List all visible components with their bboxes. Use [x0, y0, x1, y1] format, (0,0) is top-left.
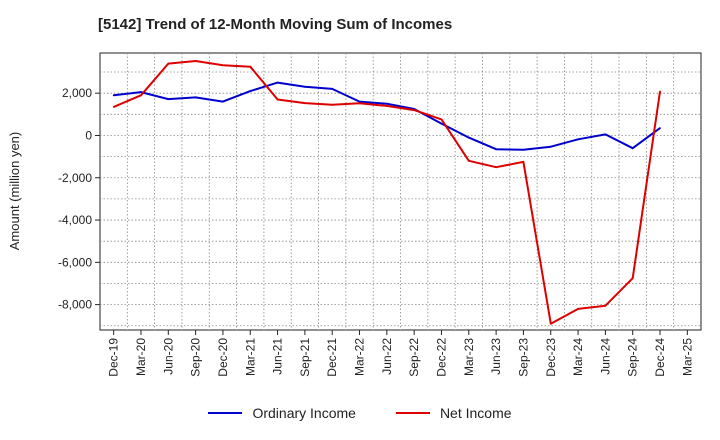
x-tick-label: Sep-21 — [298, 338, 312, 377]
data-point-ordinary-income — [194, 96, 197, 99]
data-point-ordinary-income — [467, 136, 470, 139]
data-point-ordinary-income — [495, 148, 497, 151]
legend-label-net-income: Net Income — [439, 405, 512, 421]
data-point-ordinary-income — [440, 122, 443, 125]
x-tick-label: Mar-24 — [571, 338, 585, 376]
x-tick-label: Dec-22 — [434, 338, 448, 377]
data-point-net-income — [604, 304, 607, 307]
y-axis-title: Amount (million yen) — [7, 132, 22, 251]
chart-title: [5142] Trend of 12-Month Moving Sum of I… — [98, 16, 453, 33]
legend-item-net-income: Net Income — [395, 405, 512, 421]
data-point-net-income — [167, 62, 170, 65]
data-point-ordinary-income — [304, 85, 306, 88]
data-point-net-income — [522, 161, 525, 163]
x-tick-label: Mar-22 — [353, 338, 367, 376]
x-tick-label: Sep-20 — [189, 338, 203, 377]
x-tick-label: Jun-24 — [598, 338, 612, 375]
x-tick-label: Mar-23 — [462, 338, 476, 376]
data-point-ordinary-income — [222, 100, 224, 103]
gridlines — [100, 53, 701, 330]
data-point-ordinary-income — [659, 127, 661, 129]
y-axis: 2,000 0 -2,000 -4,000 -6,000 -8,000 — [58, 86, 100, 312]
x-tick-label: Mar-20 — [134, 338, 148, 376]
data-point-net-income — [659, 90, 661, 93]
data-point-net-income — [304, 102, 306, 104]
data-point-net-income — [358, 102, 361, 105]
x-tick-label: Sep-23 — [516, 338, 530, 377]
data-point-net-income — [331, 103, 334, 106]
data-point-ordinary-income — [331, 88, 334, 90]
x-tick-label: Dec-19 — [107, 338, 121, 377]
data-point-ordinary-income — [577, 138, 579, 141]
data-point-ordinary-income — [631, 147, 634, 150]
data-point-net-income — [140, 94, 142, 97]
x-tick-label: Sep-24 — [626, 338, 640, 377]
data-point-ordinary-income — [140, 91, 142, 93]
data-point-ordinary-income — [276, 81, 279, 84]
data-point-ordinary-income — [358, 100, 361, 103]
data-point-ordinary-income — [112, 94, 115, 97]
x-tick-label: Jun-21 — [271, 338, 285, 375]
x-axis: Dec-19 Mar-20 Jun-20 Sep-20 Dec-20 Mar-21 Jun-… — [107, 330, 694, 377]
data-point-ordinary-income — [549, 145, 552, 148]
data-point-ordinary-income — [604, 133, 607, 136]
x-tick-label: Dec-21 — [325, 338, 339, 377]
data-point-net-income — [577, 308, 579, 310]
legend: Ordinary Income Net Income — [0, 405, 720, 421]
x-tick-label: Dec-23 — [544, 338, 558, 377]
y-tick-label: -2,000 — [58, 171, 92, 185]
x-tick-label: Mar-25 — [680, 338, 694, 376]
y-tick-label: -8,000 — [58, 298, 92, 312]
legend-label-ordinary-income: Ordinary Income — [252, 405, 356, 421]
data-point-net-income — [385, 105, 388, 107]
data-point-net-income — [112, 106, 115, 108]
series-lines — [112, 60, 661, 325]
x-tick-label: Mar-21 — [243, 338, 257, 376]
x-tick-label: Dec-20 — [216, 338, 230, 377]
y-tick-label: 0 — [85, 128, 92, 142]
x-tick-label: Jun-23 — [489, 338, 503, 375]
data-point-net-income — [495, 166, 497, 169]
data-point-ordinary-income — [249, 90, 252, 92]
data-point-net-income — [222, 64, 224, 67]
data-point-net-income — [549, 322, 552, 325]
data-point-net-income — [194, 60, 197, 62]
data-point-net-income — [276, 98, 279, 101]
legend-swatch-net-income — [395, 412, 430, 414]
y-tick-label: 2,000 — [62, 86, 92, 100]
data-point-net-income — [440, 118, 443, 121]
legend-item-ordinary-income: Ordinary Income — [208, 405, 356, 421]
data-point-net-income — [249, 65, 252, 68]
data-point-net-income — [631, 277, 634, 280]
y-tick-label: -6,000 — [58, 255, 92, 269]
data-point-ordinary-income — [167, 98, 170, 100]
x-tick-label: Jun-22 — [380, 338, 394, 375]
x-tick-label: Dec-24 — [653, 338, 667, 377]
data-point-ordinary-income — [522, 148, 525, 151]
data-point-net-income — [467, 159, 470, 162]
y-tick-label: -4,000 — [58, 213, 92, 227]
x-tick-label: Sep-22 — [407, 338, 421, 377]
data-point-ordinary-income — [385, 102, 388, 105]
data-point-net-income — [413, 109, 416, 111]
legend-swatch-ordinary-income — [208, 412, 243, 414]
x-tick-label: Jun-20 — [161, 338, 175, 375]
